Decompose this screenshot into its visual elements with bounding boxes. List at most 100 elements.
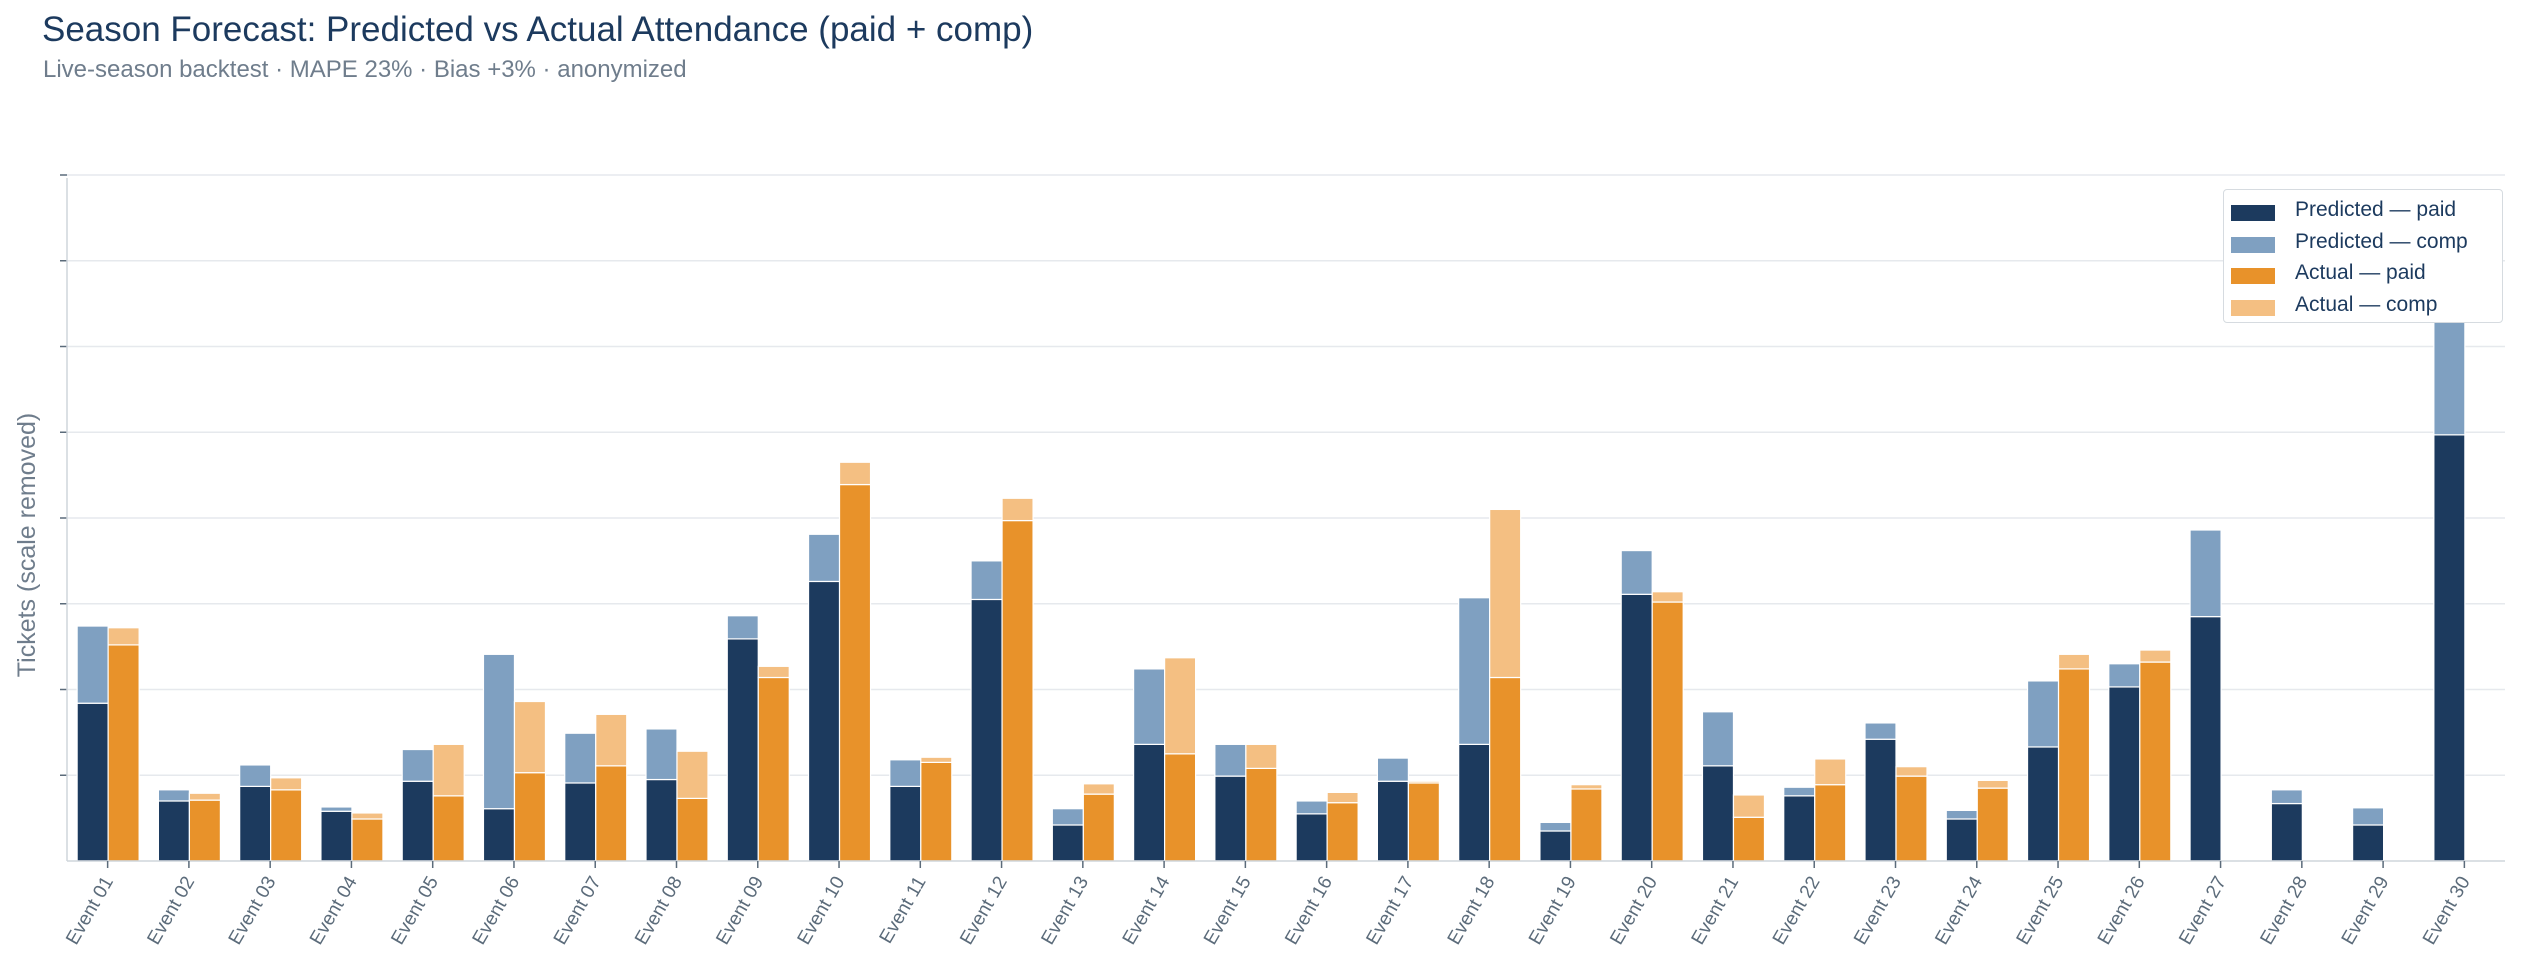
bar-predicted-comp — [2189, 529, 2222, 618]
legend: Predicted — paid Predicted — comp Actual… — [2223, 189, 2503, 323]
x-tick-label: Event 01 — [62, 873, 118, 948]
legend-label: Predicted — comp — [2295, 230, 2468, 253]
bar-actual-paid — [1082, 793, 1115, 862]
x-tick-label: Event 15 — [1200, 873, 1256, 948]
x-tick-label: Event 19 — [1525, 873, 1581, 948]
bar-actual-paid — [1163, 753, 1197, 862]
bar-predicted-comp — [2108, 663, 2141, 688]
bar-actual-paid — [1326, 802, 1359, 862]
x-tick-label: Event 10 — [794, 873, 850, 948]
x-tick-label: Event 09 — [712, 873, 768, 948]
bar-actual-paid — [595, 765, 628, 862]
x-tick-label: Event 05 — [387, 873, 443, 948]
bar-actual-paid — [1895, 775, 1928, 862]
legend-swatch — [2231, 300, 2275, 316]
bar-predicted-paid — [76, 702, 109, 862]
x-tick-label: Event 02 — [144, 873, 200, 948]
x-tick-label: Event 28 — [2256, 873, 2312, 948]
x-tick-label: Event 24 — [1931, 873, 1987, 949]
legend-label: Actual — paid — [2295, 261, 2426, 284]
bar-predicted-paid — [2026, 746, 2060, 862]
bar-actual-comp — [2139, 649, 2172, 663]
legend-swatch — [2231, 237, 2275, 253]
legend-label: Actual — comp — [2295, 293, 2438, 316]
bar-predicted-paid — [1864, 738, 1897, 862]
bar-predicted-comp — [1539, 821, 1572, 832]
bar-predicted-comp — [2352, 807, 2385, 826]
chart-subtitle: Live-season backtest · MAPE 23% · Bias +… — [43, 56, 687, 83]
legend-swatch — [2231, 205, 2275, 221]
bar-predicted-paid — [2189, 616, 2222, 862]
bar-actual-comp — [513, 700, 547, 774]
bar-predicted-paid — [1214, 775, 1247, 862]
bar-actual-comp — [1326, 791, 1359, 804]
bar-actual-comp — [1570, 784, 1603, 790]
bar-predicted-paid — [645, 778, 678, 862]
bar-actual-paid — [1570, 788, 1603, 862]
x-tick-label: Event 18 — [1444, 873, 1500, 948]
x-tick-label: Event 12 — [956, 873, 1012, 948]
x-tick-label: Event 27 — [2175, 873, 2231, 948]
x-tick-label: Event 08 — [631, 873, 687, 948]
legend-item-actual-comp: Actual — comp — [2224, 290, 2502, 320]
bar-actual-comp — [838, 461, 872, 486]
bar-predicted-paid — [1701, 765, 1735, 862]
x-tick-label: Event 14 — [1119, 873, 1175, 949]
x-tick-label: Event 11 — [876, 873, 931, 947]
bar-predicted-comp — [970, 560, 1003, 601]
bar-actual-comp — [1163, 657, 1197, 755]
x-tick-label: Event 23 — [1850, 873, 1906, 948]
bar-predicted-comp — [726, 615, 759, 640]
x-tick-label: Event 22 — [1769, 873, 1825, 948]
bar-actual-paid — [432, 795, 465, 862]
bar-actual-comp — [1001, 497, 1034, 522]
bar-predicted-paid — [401, 780, 434, 862]
bar-predicted-comp — [1295, 800, 1328, 815]
bar-actual-comp — [1814, 758, 1847, 786]
bar-predicted-comp — [645, 728, 678, 781]
bar-predicted-comp — [1620, 549, 1653, 595]
bar-predicted-paid — [1132, 743, 1166, 862]
bar-predicted-paid — [1295, 813, 1328, 862]
bar-actual-paid — [1407, 782, 1441, 862]
x-tick-label: Event 03 — [225, 873, 281, 948]
gridlines — [67, 174, 2505, 776]
bar-actual-comp — [1407, 780, 1441, 784]
x-tick-label: Event 26 — [2094, 873, 2150, 948]
bar-predicted-comp — [76, 625, 109, 704]
bar-actual-comp — [1976, 779, 2009, 789]
legend-item-predicted-comp: Predicted — comp — [2224, 227, 2502, 257]
bar-predicted-comp — [1214, 743, 1247, 777]
legend-item-actual-paid: Actual — paid — [2224, 258, 2502, 288]
bar-actual-comp — [920, 756, 953, 763]
bar-predicted-comp — [1864, 722, 1897, 740]
bar-actual-paid — [1732, 816, 1766, 862]
bar-actual-paid — [676, 797, 709, 862]
bar-actual-comp — [1651, 591, 1684, 603]
bar-predicted-comp — [1132, 668, 1166, 745]
bar-predicted-comp — [320, 806, 353, 812]
bar-predicted-comp — [401, 748, 434, 782]
bar-predicted-paid — [889, 785, 922, 862]
bar-predicted-comp — [2026, 680, 2060, 748]
x-tick-label: Event 07 — [550, 873, 606, 948]
bar-actual-paid — [757, 676, 790, 862]
bar-predicted-comp — [2433, 317, 2466, 436]
y-axis-title: Tickets (scale removed) — [13, 413, 41, 677]
x-tick-label: Event 06 — [469, 873, 525, 948]
bar-actual-paid — [920, 761, 953, 862]
legend-swatch — [2231, 268, 2275, 284]
bar-actual-comp — [757, 665, 790, 679]
bar-actual-comp — [107, 627, 140, 646]
bar-actual-comp — [1895, 766, 1928, 777]
x-tick-label: Event 29 — [2338, 873, 2394, 948]
bar-actual-comp — [351, 812, 384, 820]
legend-label: Predicted — paid — [2295, 198, 2457, 221]
x-tick-label: Event 04 — [306, 873, 362, 949]
bar-actual-paid — [1651, 601, 1684, 862]
bar-predicted-paid — [320, 810, 353, 862]
bar-actual-paid — [1001, 519, 1034, 862]
bar-predicted-paid — [2352, 824, 2385, 862]
bar-actual-paid — [351, 818, 384, 862]
